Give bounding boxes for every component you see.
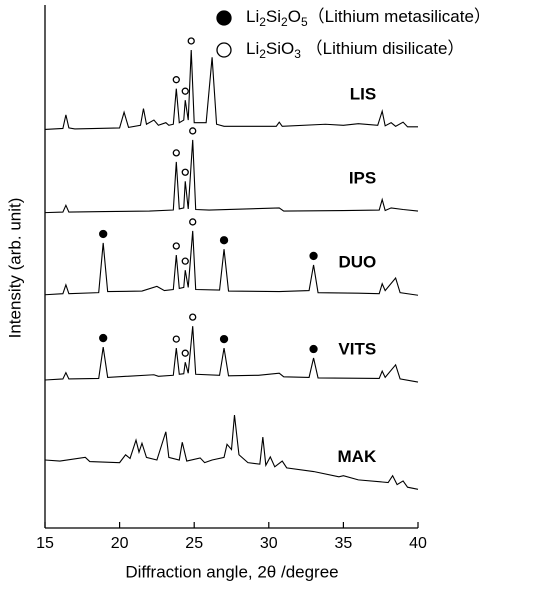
- trace: [44, 230, 419, 296]
- legend-text-part: Li: [246, 39, 259, 58]
- series-label: IPS: [349, 169, 376, 188]
- peak-marker: [309, 251, 318, 261]
- legend-text-part: Li: [246, 7, 259, 26]
- trace: [44, 139, 419, 214]
- legend-symbol: [216, 10, 232, 26]
- series-label: LIS: [350, 84, 376, 103]
- peak-marker: [172, 242, 180, 250]
- legend-symbol: [216, 42, 232, 58]
- peak-marker: [181, 257, 189, 265]
- legend-text: Li2SiO3 （Lithium disilicate）: [246, 39, 464, 61]
- legend-text-part: 3: [294, 47, 301, 61]
- x-tick-label: 20: [111, 535, 129, 552]
- peak-marker: [181, 168, 189, 176]
- peak-marker: [189, 218, 197, 226]
- legend-text-part: O: [288, 7, 301, 26]
- peak-marker: [172, 76, 180, 84]
- x-tick-label: 40: [409, 535, 427, 552]
- peak-marker: [181, 349, 189, 357]
- legend-text-part: SiO: [266, 39, 294, 58]
- trace: [44, 414, 419, 490]
- peak-marker: [187, 37, 195, 45]
- trace: [44, 326, 419, 383]
- x-tick-label: 25: [185, 535, 203, 552]
- peak-marker: [219, 236, 229, 245]
- peak-marker: [309, 344, 318, 354]
- legend-text-part: 2: [281, 15, 288, 29]
- peak-marker: [219, 334, 229, 344]
- peak-marker: [189, 313, 197, 321]
- legend-text-part: 2: [259, 15, 266, 29]
- legend-text: Li2Si2O5（Lithium metasilicate）: [246, 7, 491, 29]
- peak-marker: [189, 127, 197, 135]
- peak-marker: [172, 335, 180, 343]
- legend-text-part: 2: [259, 47, 266, 61]
- peak-marker: [172, 149, 180, 157]
- peak-marker: [99, 229, 108, 239]
- y-axis-label: Intensity (arb. unit): [5, 198, 24, 339]
- x-tick-label: 30: [260, 535, 278, 552]
- peak-marker: [181, 87, 189, 95]
- legend-text-part: （Lithium metasilicate）: [308, 7, 491, 26]
- series-label: DUO: [338, 253, 376, 272]
- legend-text-part: （Lithium disilicate）: [301, 39, 464, 58]
- series-label: MAK: [338, 447, 377, 466]
- trace: [44, 49, 418, 131]
- legend-text-part: Si: [266, 7, 281, 26]
- legend-text-part: 5: [301, 15, 308, 29]
- x-axis-label: Diffraction angle, 2θ /degree: [125, 562, 338, 581]
- series-label: VITS: [338, 340, 376, 359]
- x-tick-label: 35: [335, 535, 353, 552]
- peak-marker: [99, 333, 108, 343]
- x-tick-label: 15: [36, 535, 54, 552]
